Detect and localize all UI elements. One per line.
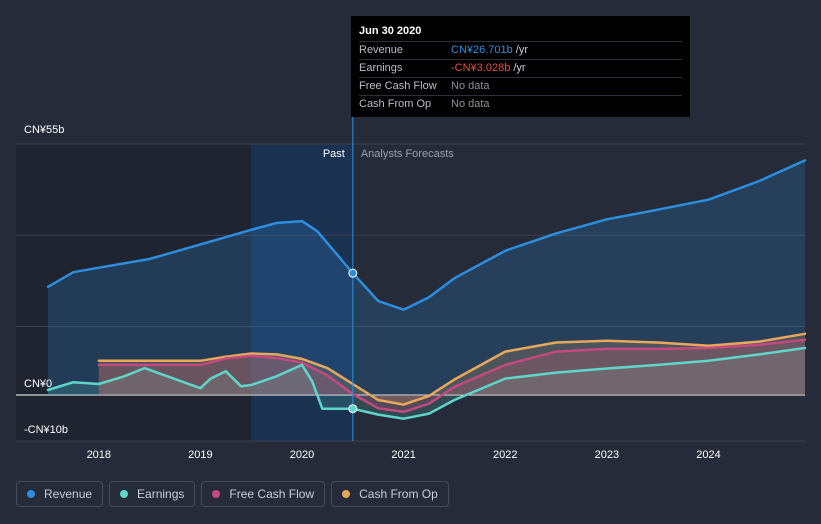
x-tick-label: 2019 [188, 449, 212, 461]
x-tick-label: 2020 [290, 449, 314, 461]
x-tick-label: 2021 [391, 449, 415, 461]
y-tick-label: CN¥55b [24, 124, 64, 136]
revenue-area [48, 160, 805, 395]
revenue-highlight-point [348, 268, 358, 278]
tooltip-row-revenue: Revenue CN¥26.701b /yr [359, 41, 682, 59]
earnings-line [46, 346, 807, 420]
tooltip-date: Jun 30 2020 [359, 25, 422, 37]
x-tick-label: 2023 [595, 449, 619, 461]
revenue-line [46, 159, 807, 311]
legend-label: Cash From Op [359, 487, 438, 501]
tooltip-label: Revenue [359, 44, 404, 56]
tooltip-row-cash-from-op: Cash From Op No data [359, 95, 682, 113]
tooltip-value: No data [451, 80, 490, 92]
tooltip-label: Free Cash Flow [359, 80, 437, 92]
free-cash-flow-area [98, 339, 806, 412]
legend-item-cash-from-op[interactable]: Cash From Op [331, 481, 449, 507]
past-label: Past [323, 148, 345, 160]
data-tooltip: Jun 30 2020 Revenue CN¥26.701b /yr Earni… [351, 16, 690, 117]
x-tick-label: 2018 [87, 449, 111, 461]
tooltip-label: Cash From Op [359, 98, 432, 110]
earnings-highlight-point [348, 404, 358, 414]
forecast-label: Analysts Forecasts [361, 148, 454, 160]
x-tick-label: 2022 [493, 449, 517, 461]
cash-from-op-area [98, 333, 806, 405]
tooltip-row-free-cash-flow: Free Cash Flow No data [359, 77, 682, 95]
legend-dot-icon [212, 490, 221, 498]
cash-from-op-line [97, 332, 807, 406]
legend-item-earnings[interactable]: Earnings [109, 481, 196, 507]
legend-dot-icon [27, 490, 35, 498]
past-region [16, 144, 252, 441]
past-highlight-region [251, 144, 353, 441]
legend-item-free-cash-flow[interactable]: Free Cash Flow [201, 481, 326, 507]
legend-label: Free Cash Flow [229, 487, 315, 501]
legend-dot-icon [342, 490, 351, 498]
y-tick-label: CN¥0 [24, 378, 52, 390]
tooltip-unit: /yr [513, 62, 526, 74]
tooltip-row-earnings: Earnings -CN¥3.028b /yr [359, 59, 682, 77]
tooltip-value: -CN¥3.028b [451, 62, 511, 74]
y-tick-label: -CN¥10b [24, 424, 68, 436]
legend-item-revenue[interactable]: Revenue [16, 481, 104, 507]
free-cash-flow-line [97, 338, 807, 414]
tooltip-label: Earnings [359, 62, 403, 74]
legend-dot-icon [120, 490, 129, 498]
tooltip-unit: /yr [515, 44, 529, 56]
tooltip-value: CN¥26.701b [451, 44, 513, 56]
legend-label: Revenue [44, 487, 93, 501]
tooltip-value: No data [451, 98, 490, 110]
legend-label: Earnings [137, 487, 185, 501]
chart-legend: Revenue Earnings Free Cash Flow Cash Fro… [16, 481, 449, 509]
x-tick-label: 2024 [696, 449, 720, 461]
